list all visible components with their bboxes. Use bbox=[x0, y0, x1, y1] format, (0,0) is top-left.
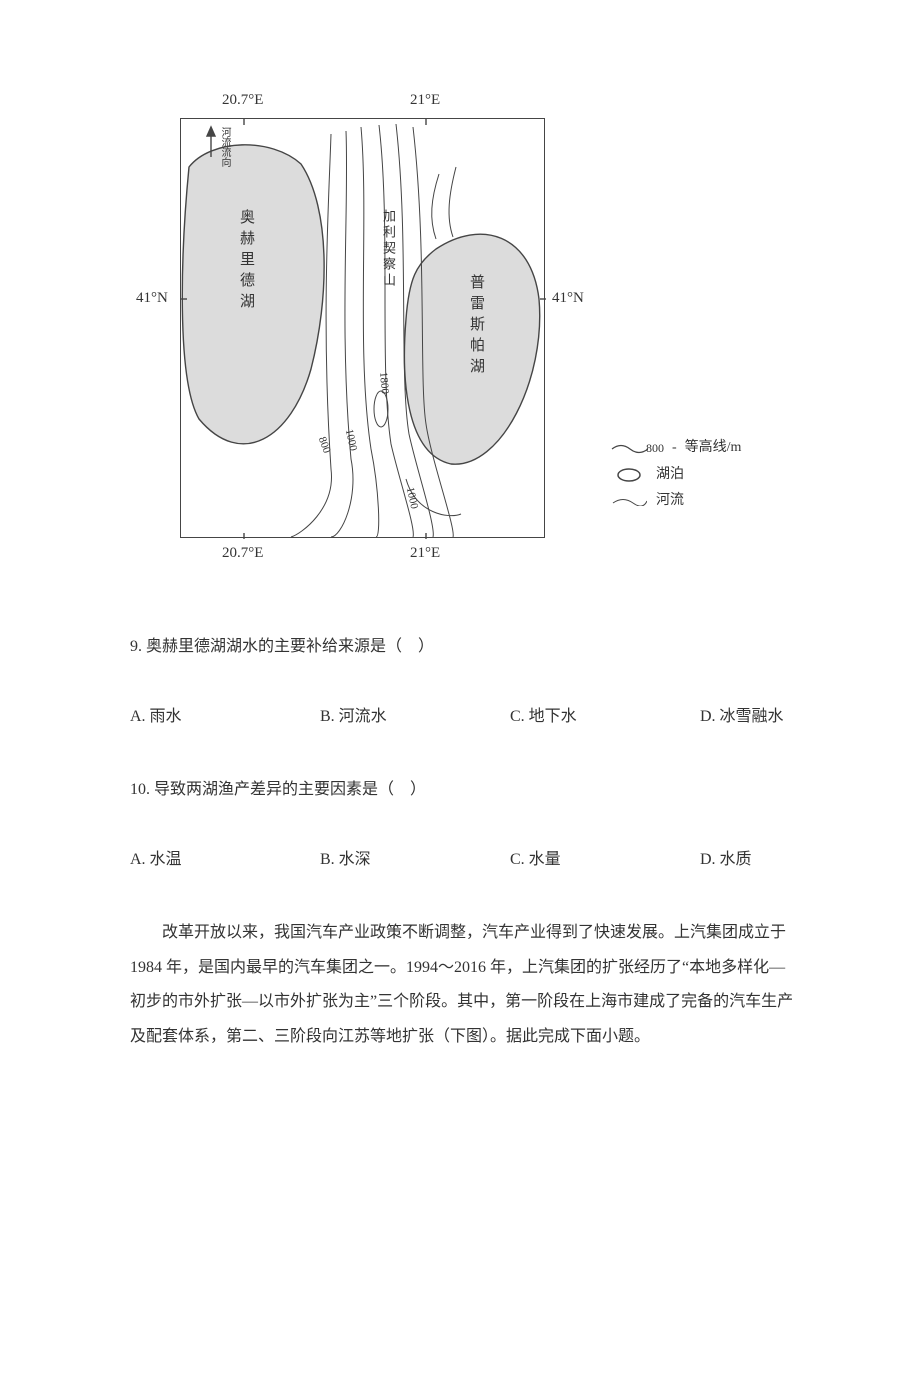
lake-name-left: 奥赫里德湖 bbox=[236, 209, 257, 314]
legend-river: 河流 bbox=[610, 488, 745, 515]
legend-lake-icon bbox=[610, 466, 648, 484]
lon-label-top-left: 20.7°E bbox=[222, 92, 263, 109]
flow-direction-label: 河流流向 bbox=[217, 127, 232, 167]
passage-text: 改革开放以来，我国汽车产业政策不断调整，汽车产业得到了快速发展。上汽集团成立于 … bbox=[130, 916, 800, 1054]
q10-opt-b[interactable]: B. 水深 bbox=[320, 843, 510, 877]
map-box: 奥赫里德湖 普雷斯帕湖 加利契察山 河流流向 800 1000 1800 100… bbox=[180, 118, 545, 538]
lon-label-top-right: 21°E bbox=[410, 92, 440, 109]
mountain-name: 加利契察山 bbox=[379, 209, 398, 289]
q10-opt-c[interactable]: C. 水量 bbox=[510, 843, 700, 877]
q9-stem: 9. 奥赫里德湖湖水的主要补给来源是（ ） bbox=[130, 630, 800, 664]
legend-lake: 湖泊 bbox=[610, 462, 745, 489]
lake-name-right: 普雷斯帕湖 bbox=[466, 274, 487, 379]
lat-label-left: 41°N bbox=[136, 290, 168, 307]
legend-contour-text: 等高线/m bbox=[685, 435, 742, 462]
contour-1800: 1800 bbox=[377, 372, 391, 395]
q10-opt-a[interactable]: A. 水温 bbox=[130, 843, 320, 877]
q10-options: A. 水温 B. 水深 C. 水量 D. 水质 bbox=[130, 843, 800, 877]
legend-contour-icon bbox=[610, 441, 648, 455]
map-figure: 20.7°E 21°E 20.7°E 21°E 41°N 41°N bbox=[130, 90, 600, 570]
q9-options: A. 雨水 B. 河流水 C. 地下水 D. 冰雪融水 bbox=[130, 700, 800, 734]
legend-river-text: 河流 bbox=[656, 488, 684, 515]
q10-opt-d[interactable]: D. 水质 bbox=[700, 843, 752, 877]
q9-opt-a[interactable]: A. 雨水 bbox=[130, 700, 320, 734]
q10-stem: 10. 导致两湖渔产差异的主要因素是（ ） bbox=[130, 773, 800, 807]
lat-label-right: 41°N bbox=[552, 290, 584, 307]
legend-contour: 800 - 等高线/m bbox=[610, 435, 745, 462]
q9-opt-c[interactable]: C. 地下水 bbox=[510, 700, 700, 734]
q9-opt-d[interactable]: D. 冰雪融水 bbox=[700, 700, 784, 734]
lon-label-bot-right: 21°E bbox=[410, 545, 440, 562]
legend-river-icon bbox=[610, 496, 648, 506]
map-legend: 800 - 等高线/m 湖泊 河流 bbox=[610, 435, 745, 515]
q9-opt-b[interactable]: B. 河流水 bbox=[320, 700, 510, 734]
map-svg bbox=[181, 119, 546, 539]
legend-contour-value: 800 bbox=[646, 437, 664, 460]
legend-lake-text: 湖泊 bbox=[656, 462, 684, 489]
lon-label-bot-left: 20.7°E bbox=[222, 545, 263, 562]
